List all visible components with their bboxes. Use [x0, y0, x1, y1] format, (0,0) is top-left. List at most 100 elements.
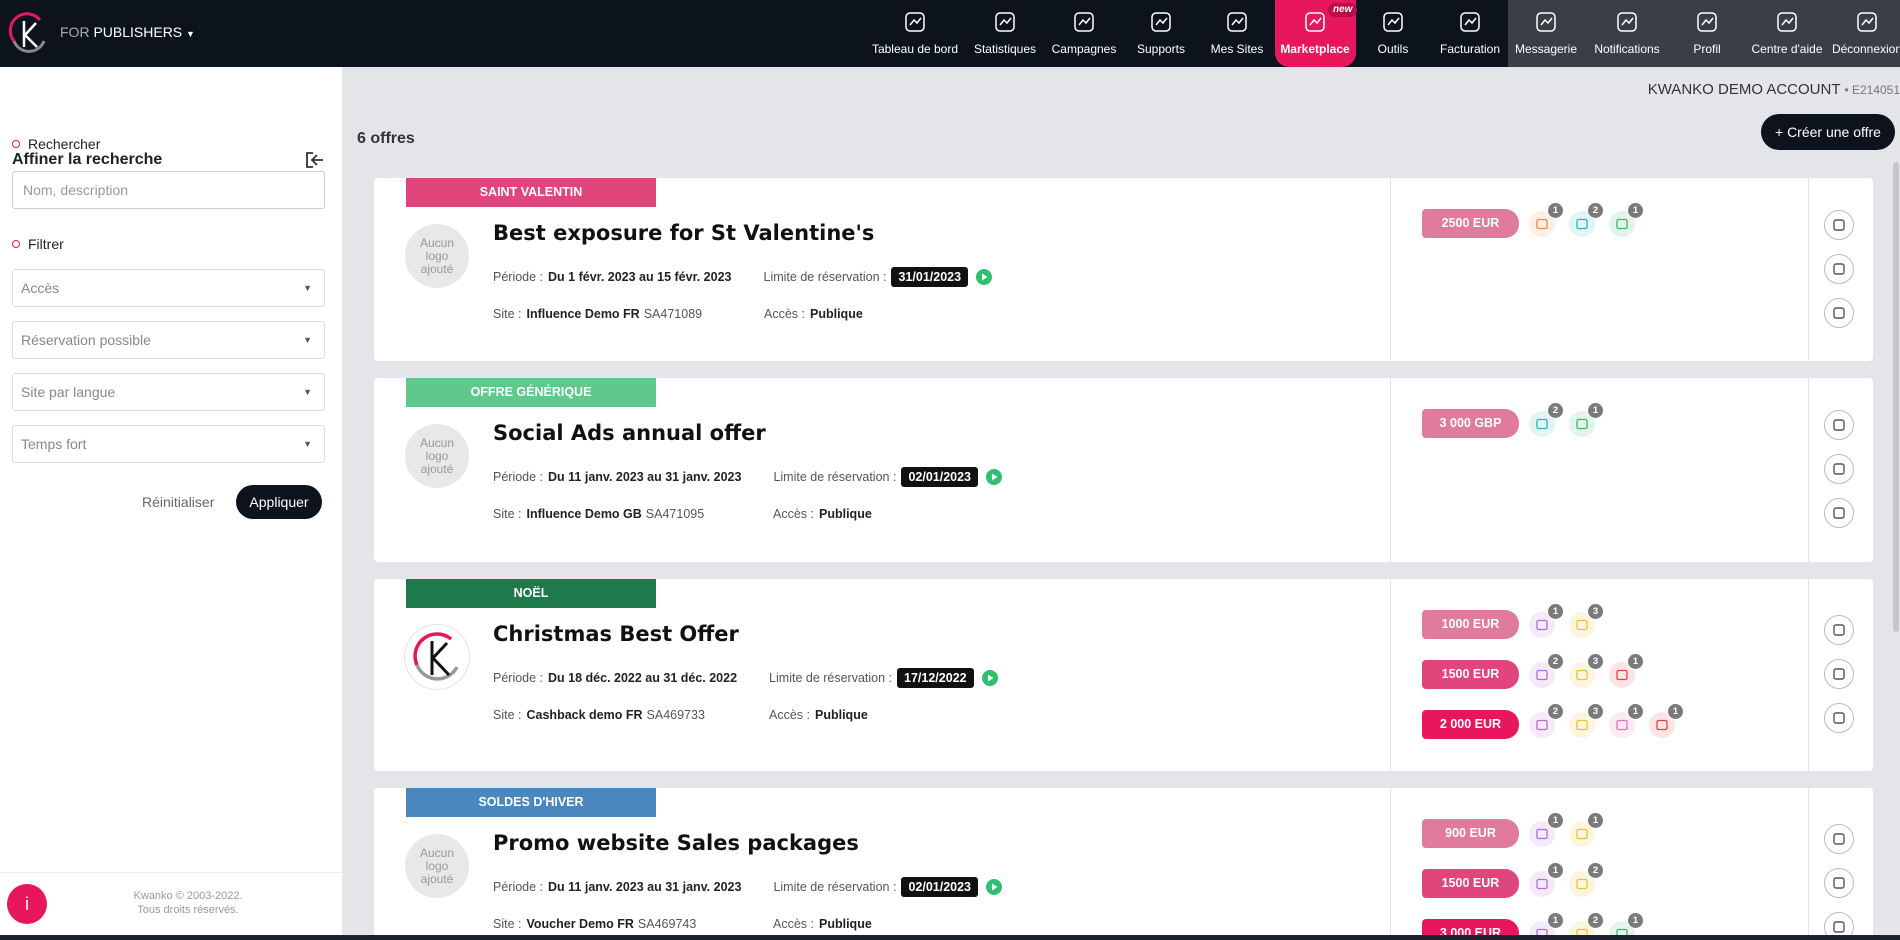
price-badge[interactable]: 2500 EUR — [1422, 209, 1519, 238]
action-glyph — [1833, 463, 1845, 475]
nav-item[interactable]: Facturation — [1424, 0, 1516, 67]
deliverable-icon — [1608, 711, 1636, 739]
nav-icon-shape — [1460, 12, 1480, 32]
play-icon — [981, 670, 998, 686]
deliverable-glyph — [1576, 669, 1588, 681]
nav-item[interactable]: Statistiques — [959, 0, 1051, 67]
deliverable-glyph — [1536, 928, 1548, 935]
price-badge[interactable]: 3 000 EUR — [1422, 919, 1519, 935]
deliverable-glyph — [1656, 719, 1668, 731]
action-button[interactable] — [1824, 410, 1854, 440]
nav-item[interactable]: Déconnexion — [1821, 0, 1900, 67]
footer-line: Tous droits réservés. — [137, 904, 239, 916]
deliverable-glyph — [1536, 418, 1548, 430]
select[interactable]: Accès ▼ — [12, 269, 325, 307]
nav-icon-shape — [995, 12, 1015, 32]
nav-label: Tableau de bord — [871, 42, 959, 56]
nav-item[interactable]: Mes Sites — [1191, 0, 1283, 67]
info-button[interactable]: i — [7, 884, 47, 924]
select[interactable]: Temps fort ▼ — [12, 425, 325, 463]
site-col: Site : Influence Demo GB SA471095 — [493, 507, 704, 521]
offer-count: 6 offres — [357, 130, 415, 147]
nav-item[interactable]: Profil — [1661, 0, 1753, 67]
site-name: Cashback demo FR — [526, 708, 643, 722]
access-col: Accès : Publique — [764, 307, 863, 321]
offer-tag: NOËL — [406, 579, 656, 608]
nav-item[interactable]: Campagnes — [1038, 0, 1130, 67]
nav-icon-shape — [1155, 17, 1168, 26]
price-badge[interactable]: 3 000 GBP — [1422, 409, 1519, 438]
offer-tag: SOLDES D'HIVER — [406, 788, 656, 817]
site-row: Site : Influence Demo GB SA471095 Accès : Pu… — [493, 507, 872, 521]
select[interactable]: Réservation possible ▼ — [12, 321, 325, 359]
deliverable-bg — [1609, 211, 1635, 237]
price-badge[interactable]: 2 000 EUR — [1422, 710, 1519, 739]
nav-item[interactable]: Tableau de bord — [869, 0, 961, 67]
play-icon — [986, 879, 1002, 895]
nav-icon — [1617, 12, 1637, 32]
deliverable-count: 1 — [1627, 653, 1644, 670]
period-label: Période : — [493, 470, 544, 484]
price-badge[interactable]: 1000 EUR — [1422, 610, 1519, 639]
site-id: SA469733 — [646, 708, 705, 722]
action-button[interactable] — [1824, 659, 1854, 689]
new-badge: new — [1328, 3, 1358, 17]
search-input[interactable]: Nom, description — [12, 171, 325, 209]
collapse-button[interactable] — [305, 151, 325, 169]
deliverable-art — [1569, 871, 1595, 897]
deliverable-art — [1529, 411, 1555, 437]
deliverable-icon — [1528, 210, 1556, 238]
footer-line: Kwanko © 2003-2022. — [133, 890, 243, 902]
action-icon — [1833, 921, 1845, 933]
nav-item[interactable]: Outils — [1347, 0, 1439, 67]
deliverable-bg — [1569, 662, 1595, 688]
bottom-strip — [0, 935, 1900, 940]
nav-icon-shape — [1701, 17, 1714, 26]
action-button[interactable] — [1824, 824, 1854, 854]
price-badge[interactable]: 900 EUR — [1422, 819, 1519, 848]
select-caret: ▼ — [303, 335, 312, 345]
action-button[interactable] — [1824, 615, 1854, 645]
deliverable-glyph — [1576, 719, 1588, 731]
action-button[interactable] — [1824, 297, 1854, 328]
action-icon — [1833, 712, 1845, 724]
divider — [1390, 579, 1391, 771]
nav-icon-shape — [1078, 17, 1091, 26]
action-button[interactable] — [1824, 253, 1854, 284]
action-button[interactable] — [1824, 498, 1854, 528]
action-button[interactable] — [1824, 912, 1854, 935]
nav-item[interactable]: Messagerie — [1500, 0, 1592, 67]
action-button[interactable] — [1824, 454, 1854, 484]
action-glyph — [1833, 218, 1845, 231]
access-value: Publique — [819, 917, 872, 931]
nav-icon-shape — [1540, 17, 1553, 26]
nav-label: Outils — [1377, 42, 1409, 56]
nav-item[interactable]: Supports — [1115, 0, 1207, 67]
nav-item[interactable]: Notifications — [1581, 0, 1673, 67]
action-button[interactable] — [1824, 703, 1854, 733]
price-badge[interactable]: 1500 EUR — [1422, 869, 1519, 898]
period-value: Du 1 févr. 2023 au 15 févr. 2023 — [548, 270, 732, 284]
offer-card: SOLDES D'HIVER Aucun logo ajouté Promo web… — [374, 788, 1873, 935]
deliverable-art — [1529, 211, 1555, 237]
nav-item[interactable]: Centre d'aide — [1741, 0, 1833, 67]
action-glyph — [1833, 877, 1845, 889]
apply-button[interactable]: Appliquer — [236, 485, 322, 519]
action-button[interactable] — [1824, 868, 1854, 898]
deliverable-bg — [1529, 871, 1555, 897]
deliverable-art — [1529, 612, 1555, 638]
site-col: Site : Cashback demo FR SA469733 — [493, 708, 705, 722]
nav-item[interactable]: Marketplace — [1269, 0, 1361, 67]
price-badge[interactable]: 1500 EUR — [1422, 660, 1519, 689]
create-offer-button[interactable]: + Créer une offre — [1761, 114, 1895, 150]
play-art — [986, 469, 1002, 485]
action-button[interactable] — [1824, 209, 1854, 240]
reset-button[interactable]: Réinitialiser — [142, 494, 215, 510]
select[interactable]: Site par langue ▼ — [12, 373, 325, 411]
nav-icon — [1536, 12, 1556, 32]
period-label: Période : — [493, 270, 544, 284]
logo-k — [430, 641, 451, 677]
nav-icon-shape — [1387, 17, 1400, 26]
brand[interactable]: FOR PUBLISHERS ▼ — [60, 24, 195, 40]
